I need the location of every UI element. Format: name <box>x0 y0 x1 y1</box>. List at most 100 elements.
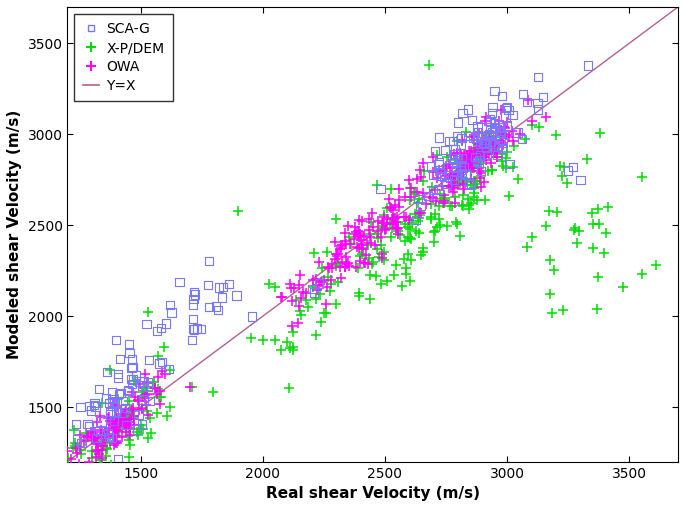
Point <box>110 431 121 439</box>
Point <box>483 131 494 139</box>
Point <box>405 276 416 284</box>
Point <box>357 217 368 225</box>
Point <box>95 412 105 421</box>
Point <box>479 140 490 148</box>
Point <box>440 196 451 204</box>
Point <box>126 375 137 383</box>
Point <box>93 385 104 393</box>
Point <box>538 92 549 101</box>
Point <box>351 228 362 236</box>
Point <box>294 280 305 289</box>
Point <box>110 437 121 446</box>
Point <box>296 311 307 319</box>
Point <box>286 284 297 292</box>
Point <box>375 241 386 249</box>
Point <box>406 193 416 201</box>
Point <box>316 277 327 285</box>
Point <box>472 122 483 131</box>
Point <box>275 346 286 354</box>
Point <box>425 193 436 201</box>
Point <box>100 429 111 437</box>
Point <box>137 388 148 396</box>
Point <box>502 122 513 130</box>
Point <box>223 280 234 288</box>
Point <box>113 426 124 434</box>
Point <box>136 405 147 414</box>
Point <box>435 220 446 229</box>
Point <box>99 432 110 440</box>
Point <box>428 186 439 195</box>
Point <box>466 147 477 155</box>
Point <box>84 458 95 466</box>
Point <box>449 184 460 193</box>
Point <box>451 220 462 229</box>
Point <box>107 398 118 406</box>
Point <box>402 250 413 258</box>
Point <box>84 402 95 410</box>
Point <box>188 315 199 323</box>
Point <box>389 202 400 210</box>
Point <box>451 137 462 145</box>
Point <box>495 127 506 135</box>
Point <box>391 218 402 227</box>
Point <box>134 396 145 404</box>
Point <box>331 250 342 258</box>
Point <box>463 132 474 140</box>
Point <box>121 422 132 430</box>
Point <box>445 183 456 191</box>
Point <box>353 227 364 235</box>
Point <box>270 283 281 292</box>
Point <box>323 264 334 272</box>
Point <box>405 197 416 205</box>
Point <box>350 223 361 231</box>
Point <box>562 179 573 187</box>
Point <box>196 325 207 333</box>
Point <box>368 223 379 231</box>
Point <box>415 202 426 210</box>
Point <box>103 429 114 437</box>
Point <box>142 308 153 316</box>
Point <box>129 412 140 420</box>
Point <box>112 427 123 435</box>
Point <box>89 427 100 435</box>
Point <box>160 319 171 327</box>
Point <box>139 391 150 399</box>
Point <box>435 170 446 178</box>
Point <box>500 154 511 162</box>
Point <box>485 139 496 147</box>
Point <box>477 146 488 154</box>
Point <box>109 401 120 409</box>
Point <box>76 439 87 447</box>
Point <box>474 159 485 167</box>
Point <box>445 164 456 172</box>
Point <box>501 164 512 172</box>
Point <box>364 226 375 234</box>
Point <box>125 415 136 423</box>
Point <box>490 142 501 150</box>
Point <box>314 259 325 267</box>
Point <box>451 218 462 226</box>
Point <box>458 168 469 176</box>
Point <box>516 135 527 143</box>
Point <box>425 215 436 223</box>
Point <box>465 199 476 207</box>
Point <box>114 422 125 430</box>
Point <box>133 410 144 419</box>
Point <box>425 162 436 170</box>
Point <box>71 449 82 457</box>
Point <box>534 123 545 132</box>
Point <box>377 219 388 227</box>
Point <box>321 300 332 308</box>
Point <box>486 159 497 167</box>
Point <box>102 445 113 453</box>
Point <box>101 444 112 453</box>
Point <box>92 418 103 426</box>
Point <box>569 226 580 234</box>
Point <box>471 152 482 161</box>
Point <box>496 150 507 158</box>
Point <box>453 181 464 189</box>
Point <box>477 152 488 161</box>
Point <box>107 420 118 428</box>
Point <box>479 146 490 154</box>
Point <box>637 173 648 181</box>
